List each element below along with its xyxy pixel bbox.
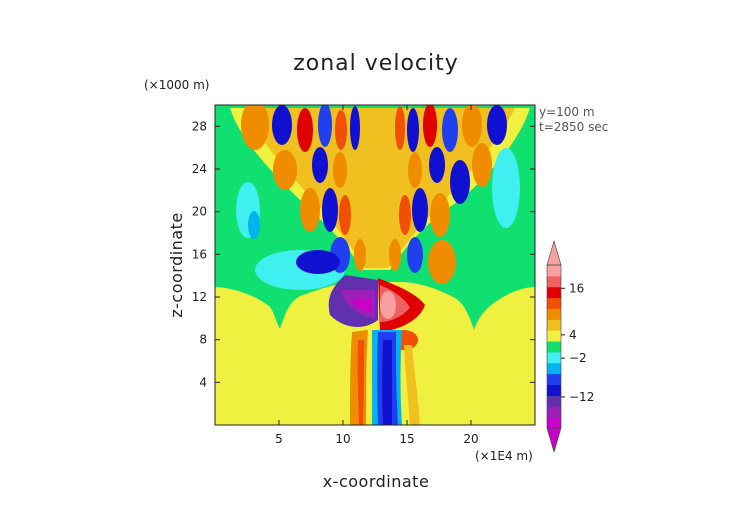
y-tick-label: 16 [192,247,207,261]
x-unit-label: (×1E4 m) [475,449,533,463]
colorbar-segment [547,308,561,320]
chart-title: zonal velocity [293,51,459,76]
annotation-t: t=2850 sec [539,120,608,134]
colorbar-segment [547,341,561,353]
colorbar-segment [547,373,561,386]
y-unit-label: (×1000 m) [144,78,209,92]
y-tick-label: 4 [199,375,207,389]
colorbar-segment [547,362,561,375]
x-tick-label: 10 [335,432,350,446]
x-tick-label: 5 [275,432,283,446]
y-tick-label: 20 [192,205,207,219]
colorbar-segment [547,330,561,342]
colorbar-label: 4 [569,328,577,342]
y-axis: 4 8 12 16 20 24 28 [192,119,535,389]
annotation-y: y=100 m [539,105,595,119]
colorbar-segment [547,319,561,331]
colorbar-extend-bottom [546,427,562,454]
x-tick-label: 20 [463,432,478,446]
colorbar-segment [547,265,561,277]
colorbar-label: −12 [569,390,594,404]
y-tick-label: 8 [199,333,207,347]
plot-frame [214,104,536,426]
cyan-left-core [248,211,260,239]
colorbar-frame [546,264,562,429]
y-axis-label: z-coordinate [167,212,186,318]
lobes [241,105,507,284]
colorbar-segment [547,286,561,299]
colorbar-segment [547,351,561,364]
contour-field [215,105,535,425]
x-axis: 5 10 15 20 [275,105,479,446]
x-axis-label: x-coordinate [323,472,430,491]
y-tick-label: 24 [192,162,207,176]
colorbar: 16 4 −2 −12 [546,239,594,454]
colorbar-extend-top [546,239,562,266]
cyan-right [492,148,520,228]
lower-stems [350,330,420,425]
colorbar-segment [547,406,561,418]
x-tick-label: 15 [399,432,414,446]
colorbar-segment [547,297,561,309]
y-tick-label: 12 [192,290,207,304]
colorbar-segment [547,417,561,429]
colorbar-segment [547,275,561,288]
colorbar-label: −2 [569,351,587,365]
y-tick-label: 28 [192,119,207,133]
colorbar-segment [547,395,561,407]
central-core [328,275,425,350]
colorbar-label: 16 [569,281,584,295]
colorbar-segment [547,384,561,396]
